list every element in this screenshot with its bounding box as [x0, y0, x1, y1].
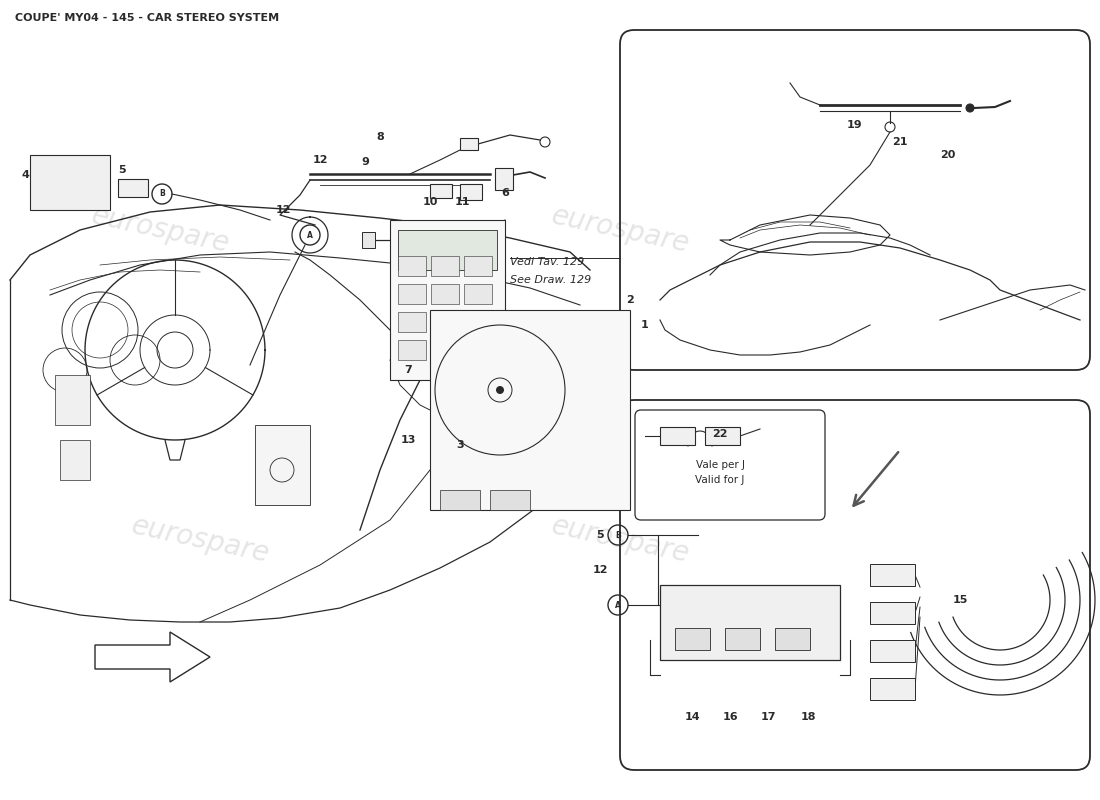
Bar [30, 155, 110, 210]
Bar [464, 256, 492, 276]
Text: B: B [160, 190, 165, 198]
Text: 12: 12 [592, 565, 607, 575]
Bar [398, 312, 426, 332]
Bar [705, 427, 740, 445]
Bar [390, 220, 505, 380]
Text: 5: 5 [596, 530, 604, 540]
Bar [660, 427, 695, 445]
Text: Vedi Tav. 129: Vedi Tav. 129 [510, 257, 584, 267]
Text: 8: 8 [376, 132, 384, 142]
Text: 3: 3 [456, 440, 464, 450]
Text: 11: 11 [454, 197, 470, 207]
Bar [430, 310, 630, 510]
Bar [464, 340, 492, 360]
Bar [431, 340, 459, 360]
Text: 19: 19 [847, 120, 862, 130]
Text: eurospare: eurospare [548, 202, 692, 258]
Bar [490, 490, 530, 510]
Bar [776, 628, 810, 650]
Bar [440, 490, 480, 510]
Text: 17: 17 [760, 712, 775, 722]
Text: 22: 22 [713, 429, 728, 439]
Text: 20: 20 [940, 150, 956, 160]
Bar [495, 168, 513, 190]
Bar [870, 564, 915, 586]
Text: eurospare: eurospare [129, 512, 272, 568]
Bar [398, 340, 426, 360]
Text: COUPE' MY04 - 145 - CAR STEREO SYSTEM: COUPE' MY04 - 145 - CAR STEREO SYSTEM [15, 13, 279, 23]
Bar [460, 138, 478, 150]
Text: 14: 14 [685, 712, 701, 722]
Bar [460, 184, 482, 200]
Text: 7: 7 [404, 365, 411, 375]
Bar [675, 628, 710, 650]
Bar [464, 284, 492, 304]
Circle shape [966, 104, 974, 112]
Bar [255, 425, 310, 505]
Bar [870, 602, 915, 624]
Text: 13: 13 [400, 435, 416, 445]
Bar [398, 284, 426, 304]
Bar [430, 184, 452, 198]
Text: 12: 12 [275, 205, 290, 215]
Bar [398, 256, 426, 276]
Text: 10: 10 [422, 197, 438, 207]
Bar [660, 585, 840, 660]
Text: 12: 12 [312, 155, 328, 165]
Text: A: A [307, 230, 312, 239]
Bar [431, 284, 459, 304]
Bar [60, 440, 90, 480]
Text: 9: 9 [361, 157, 368, 167]
Bar [118, 179, 148, 197]
Text: Vale per J: Vale per J [695, 460, 745, 470]
Bar [398, 230, 497, 270]
Text: 2: 2 [626, 295, 634, 305]
Text: Valid for J: Valid for J [695, 475, 745, 485]
Bar [464, 312, 492, 332]
Text: 5: 5 [118, 165, 125, 175]
Text: 4: 4 [22, 170, 30, 180]
Text: 1: 1 [641, 320, 649, 330]
Text: 21: 21 [892, 137, 907, 147]
Text: eurospare: eurospare [88, 202, 232, 258]
Bar [431, 256, 459, 276]
Text: B: B [615, 530, 620, 539]
Bar [870, 640, 915, 662]
Text: 15: 15 [953, 595, 968, 605]
Text: A: A [615, 601, 620, 610]
Bar [725, 628, 760, 650]
Text: 16: 16 [723, 712, 738, 722]
Text: See Draw. 129: See Draw. 129 [510, 275, 592, 285]
Text: eurospare: eurospare [548, 512, 692, 568]
Bar [431, 312, 459, 332]
Bar [362, 232, 375, 248]
Text: 18: 18 [801, 712, 816, 722]
Bar [870, 678, 915, 700]
Circle shape [496, 386, 504, 394]
Bar [55, 375, 90, 425]
Text: 6: 6 [502, 188, 509, 198]
